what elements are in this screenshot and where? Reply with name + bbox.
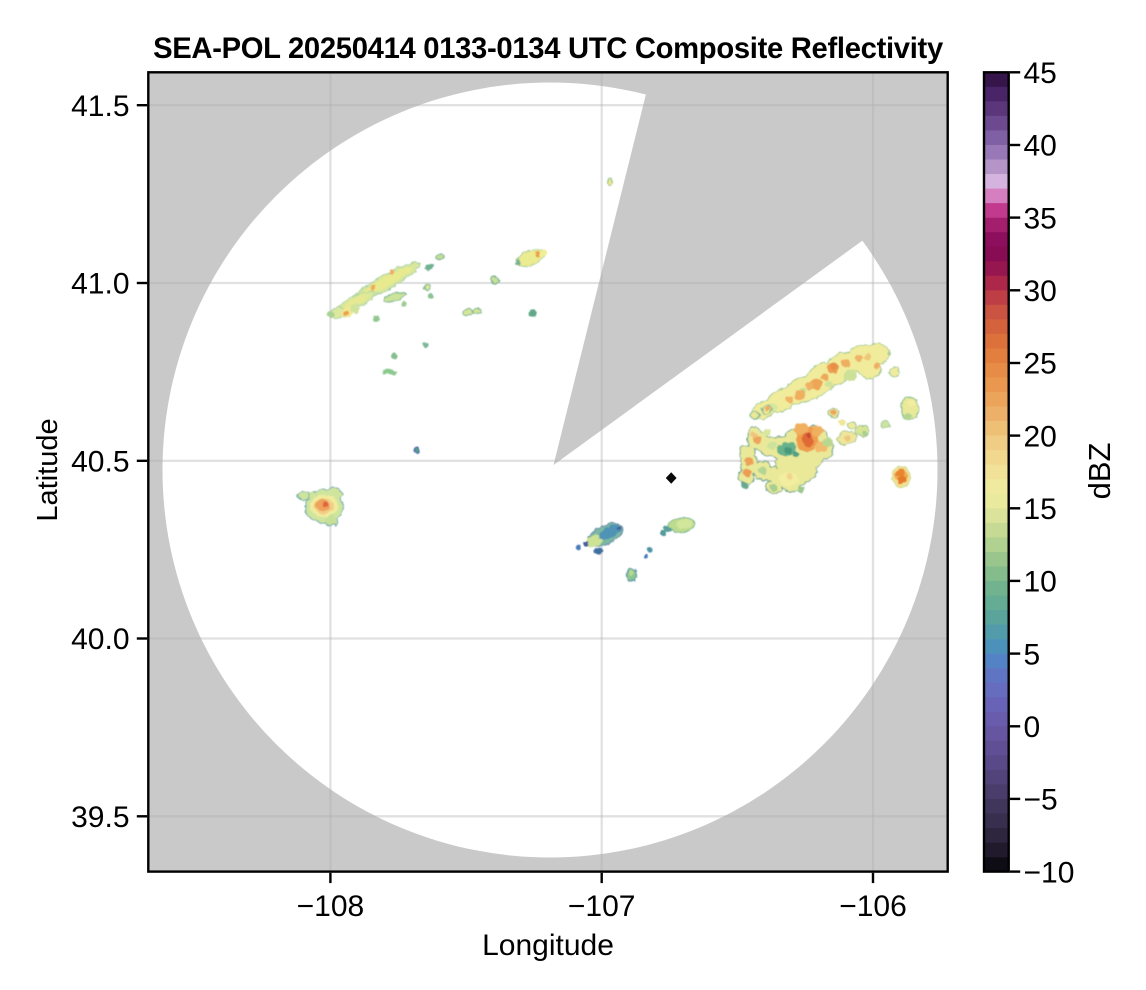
svg-text:30: 30 <box>1024 275 1057 308</box>
svg-text:Longitude: Longitude <box>482 929 614 962</box>
svg-text:10: 10 <box>1024 566 1057 599</box>
svg-text:−10: −10 <box>1024 856 1075 889</box>
svg-text:41.0: 41.0 <box>71 268 129 301</box>
svg-text:45: 45 <box>1024 57 1057 90</box>
svg-text:dBZ: dBZ <box>1082 443 1117 500</box>
svg-text:25: 25 <box>1024 348 1057 381</box>
svg-text:−5: −5 <box>1024 784 1058 817</box>
svg-text:−106: −106 <box>839 890 907 923</box>
svg-text:15: 15 <box>1024 493 1057 526</box>
svg-text:SEA-POL 20250414 0133-0134 UTC: SEA-POL 20250414 0133-0134 UTC Composite… <box>153 33 944 65</box>
svg-text:0: 0 <box>1024 711 1041 744</box>
svg-text:39.5: 39.5 <box>71 801 129 834</box>
svg-text:40.5: 40.5 <box>71 446 129 479</box>
svg-text:40.0: 40.0 <box>71 623 129 656</box>
svg-text:40: 40 <box>1024 130 1057 163</box>
svg-text:−107: −107 <box>568 890 636 923</box>
svg-text:−108: −108 <box>297 890 365 923</box>
svg-text:5: 5 <box>1024 638 1041 671</box>
svg-text:Latitude: Latitude <box>32 418 64 521</box>
svg-text:20: 20 <box>1024 420 1057 453</box>
svg-text:35: 35 <box>1024 202 1057 235</box>
svg-text:41.5: 41.5 <box>71 90 129 123</box>
